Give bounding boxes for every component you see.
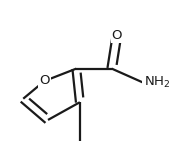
Text: NH$_2$: NH$_2$ xyxy=(143,75,170,90)
Text: O: O xyxy=(39,75,50,87)
Text: O: O xyxy=(112,29,122,41)
